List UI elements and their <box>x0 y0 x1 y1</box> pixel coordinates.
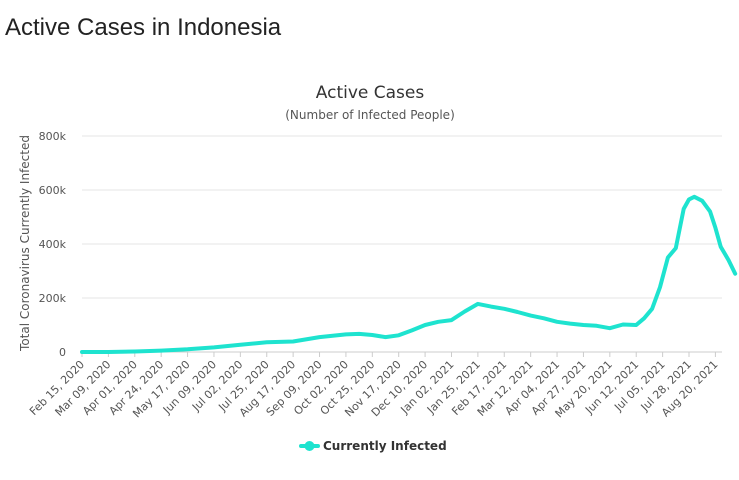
legend[interactable]: Currently Infected <box>299 439 447 453</box>
chart-title: Active Cases <box>316 83 425 103</box>
y-tick-label: 400k <box>39 238 67 251</box>
y-tick-label: 600k <box>39 184 67 197</box>
series-layer <box>80 194 738 354</box>
series-line-currently-infected[interactable] <box>80 194 738 354</box>
y-axis-ticks: 0 200k 400k 600k 800k <box>39 130 67 359</box>
y-axis-title: Total Coronavirus Currently Infected <box>18 135 32 352</box>
chart-subtitle: (Number of Infected People) <box>285 108 455 122</box>
legend-marker-icon <box>304 441 315 451</box>
y-tick-label: 0 <box>59 346 66 359</box>
gridlines <box>82 135 722 353</box>
legend-label: Currently Infected <box>323 439 447 453</box>
y-tick-label: 800k <box>39 130 67 143</box>
y-tick-label: 200k <box>39 292 67 305</box>
page-heading: Active Cases in Indonesia <box>5 14 282 41</box>
